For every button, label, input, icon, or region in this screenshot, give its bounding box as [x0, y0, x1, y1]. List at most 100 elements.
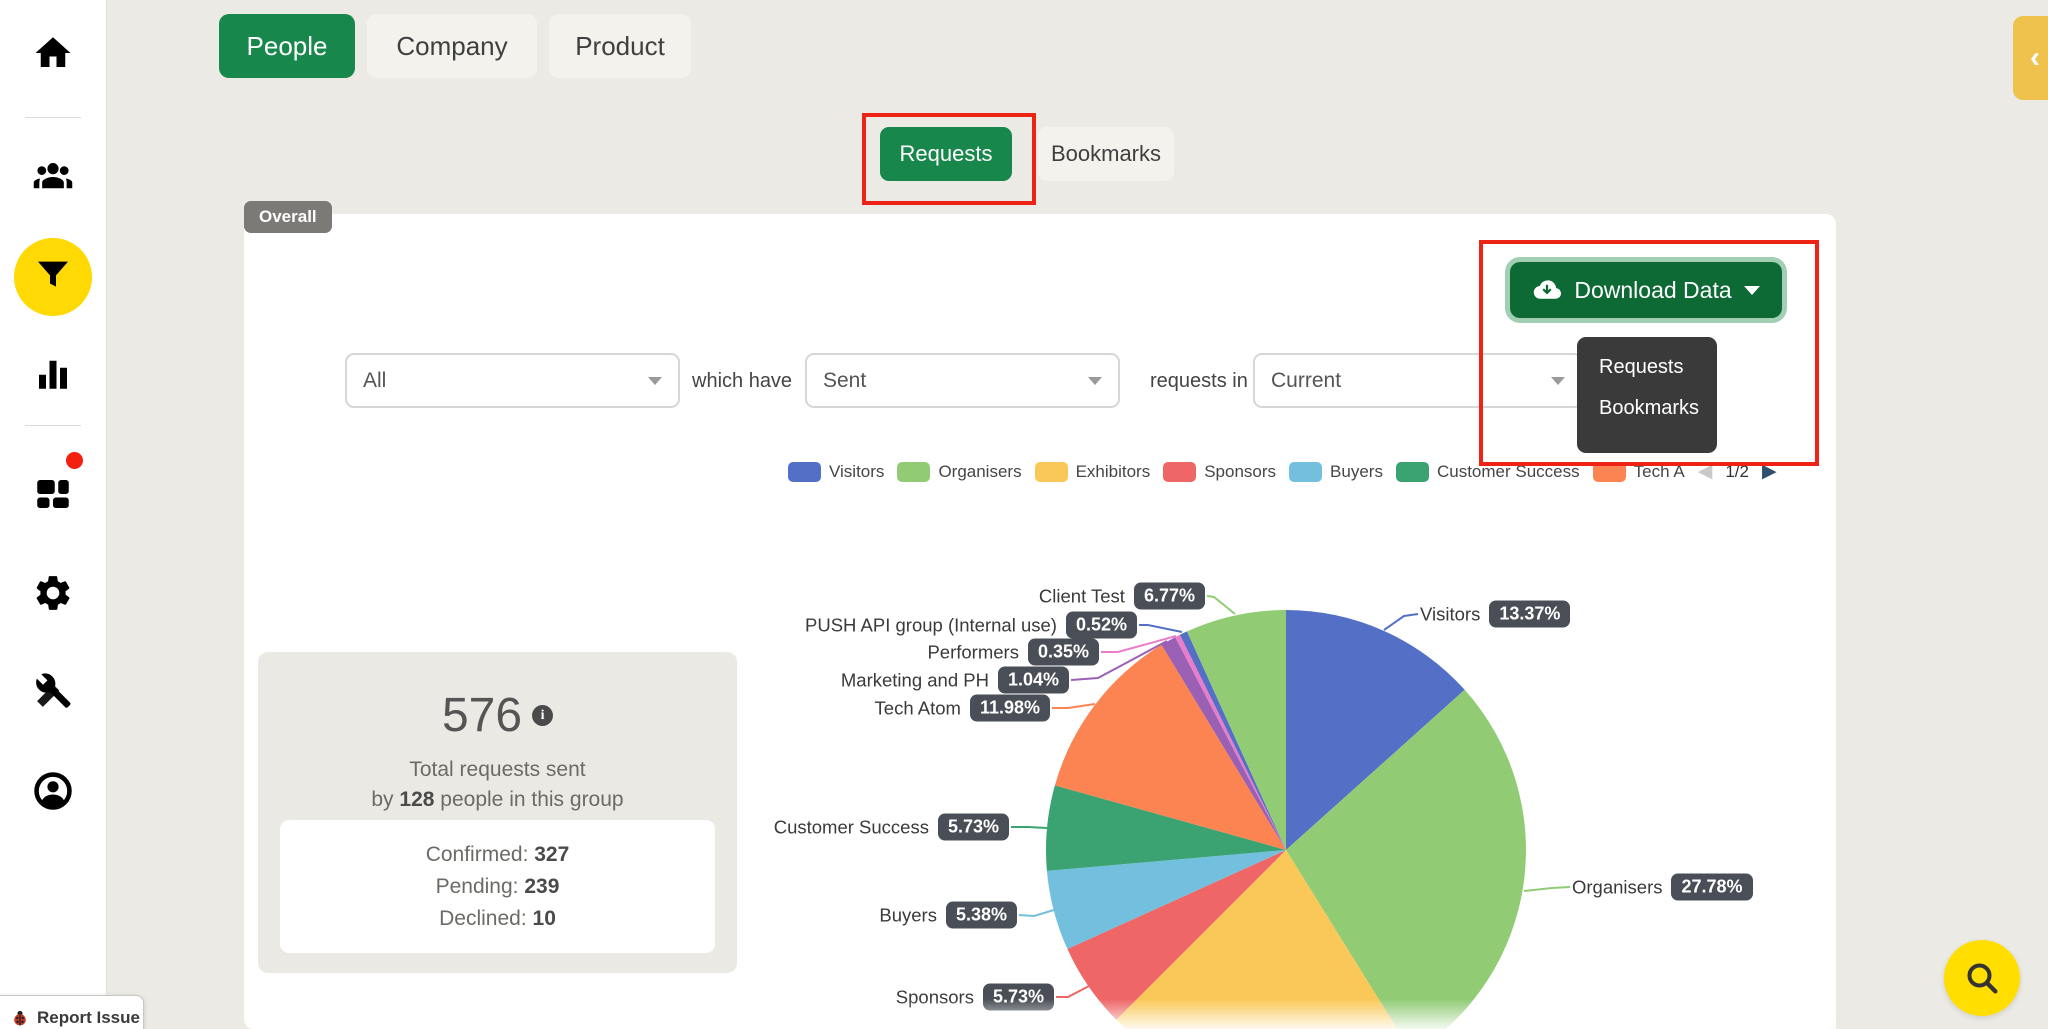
legend-swatch-icon: [1395, 461, 1429, 482]
legend-item[interactable]: Organisers: [897, 461, 1022, 482]
notification-dot: [66, 452, 83, 469]
report-issue-button[interactable]: Report Issue: [0, 995, 144, 1029]
legend-item[interactable]: Buyers: [1289, 461, 1383, 482]
pie-slice-visitors[interactable]: [1286, 610, 1465, 850]
pie-label-value-badge: 5.73%: [937, 813, 1009, 841]
pie-slice-tech-atom[interactable]: [1054, 644, 1286, 850]
pie-label-name: Tech Atom: [874, 697, 961, 718]
bar-chart-icon: [32, 352, 74, 399]
pie-slice-marketing-and-ph[interactable]: [1161, 637, 1287, 850]
group-filter-value: All: [363, 368, 387, 392]
download-data-label: Download Data: [1574, 276, 1732, 303]
info-icon[interactable]: i: [532, 705, 554, 726]
people-group-icon: [32, 155, 74, 202]
pie-label-name: Marketing and PH: [840, 669, 989, 690]
sidebar-item-account[interactable]: [30, 770, 76, 816]
chart-legend: Visitors Organisers Exhibitors Sponsors Buye…: [788, 460, 1777, 483]
pie-label: Tech Atom 11.98%: [874, 694, 1050, 722]
legend-item[interactable]: Sponsors: [1163, 461, 1277, 482]
pie-label: Organisers 27.78%: [1572, 873, 1753, 901]
pie-label: Marketing and PH 1.04%: [840, 666, 1069, 694]
legend-swatch-icon: [788, 461, 821, 482]
period-filter-select[interactable]: Current: [1253, 353, 1583, 408]
pie-label: Customer Success 5.73%: [774, 813, 1009, 841]
stats-subtitle: Total requests sent: [409, 758, 586, 781]
pie-label-value-badge: 5.38%: [945, 901, 1017, 929]
pie-slice-push-api-group-internal-use-[interactable]: [1179, 631, 1286, 850]
download-data-button[interactable]: Download Data: [1510, 262, 1782, 318]
sidebar-item-filter-active[interactable]: [14, 238, 92, 316]
pie-slice-customer-success[interactable]: [1046, 785, 1286, 871]
pie-slice-organisers[interactable]: [1286, 689, 1526, 1029]
legend-label: Customer Success: [1436, 461, 1580, 481]
menu-item-bookmarks[interactable]: Bookmarks: [1599, 397, 1700, 419]
pie-label-name: Visitors: [1420, 603, 1481, 624]
legend-prev-arrow-icon[interactable]: ◀: [1697, 461, 1713, 482]
collapse-panel-tab[interactable]: ‹: [2013, 16, 2048, 100]
sidebar-item-dashboard[interactable]: [30, 473, 76, 519]
tab-product[interactable]: Product: [549, 14, 691, 78]
pie-slice-exhibitors[interactable]: [1116, 850, 1412, 1029]
download-menu: Requests Bookmarks: [1577, 337, 1717, 453]
confirmed-row: Confirmed: 327: [425, 842, 570, 866]
tools-icon: [32, 670, 74, 717]
select-caret-icon: [648, 376, 662, 385]
sidebar-item-settings[interactable]: [30, 572, 76, 618]
pie-label: Sponsors 5.73%: [895, 983, 1054, 1011]
filter-connector-2: requests in: [1150, 370, 1248, 392]
tab-bookmarks[interactable]: Bookmarks: [1038, 127, 1174, 181]
pie-label-name: Buyers: [879, 904, 937, 925]
search-icon: [1962, 958, 2002, 998]
bug-icon: [11, 1009, 29, 1027]
people-count: 128: [399, 788, 435, 812]
pending-row: Pending: 239: [435, 874, 560, 898]
pie-label: Performers 0.35%: [927, 638, 1099, 666]
pie-label-value-badge: 6.77%: [1133, 582, 1205, 610]
tab-company[interactable]: Company: [367, 14, 537, 78]
stats-breakdown: Confirmed: 327 Pending: 239 Declined: 10: [280, 820, 715, 953]
chevron-down-icon: [1743, 285, 1760, 295]
cloud-download-icon: [1532, 278, 1562, 302]
pie-label-value-badge: 1.04%: [997, 666, 1069, 694]
legend-item[interactable]: Tech A: [1592, 461, 1685, 482]
direction-filter-value: Sent: [823, 368, 867, 392]
account-icon: [32, 770, 74, 817]
sidebar-item-analytics[interactable]: [30, 352, 76, 398]
pie-slice-sponsors[interactable]: [1067, 850, 1286, 1020]
tab-people[interactable]: People: [219, 14, 355, 78]
sidebar-divider: [25, 425, 81, 426]
pie-label-value-badge: 11.98%: [969, 694, 1050, 722]
sidebar-item-people[interactable]: [30, 155, 76, 201]
sidebar: [0, 0, 107, 1029]
total-requests-value: 576: [441, 689, 523, 742]
pie-label: PUSH API group (Internal use) 0.52%: [805, 611, 1137, 639]
pie-label-name: Organisers: [1572, 876, 1663, 897]
pie-label-value-badge: 27.78%: [1671, 873, 1753, 901]
tab-requests[interactable]: Requests: [880, 127, 1012, 181]
pie-slice-performers[interactable]: [1175, 634, 1286, 850]
sidebar-divider: [25, 117, 81, 118]
legend-next-arrow-icon[interactable]: ▶: [1761, 461, 1777, 482]
group-filter-select[interactable]: All: [345, 353, 680, 408]
home-icon: [32, 32, 74, 79]
legend-label: Tech A: [1633, 461, 1685, 481]
pie-label: Client Test 6.77%: [1038, 582, 1205, 610]
sidebar-item-home[interactable]: [30, 32, 76, 78]
pie-slice-buyers[interactable]: [1046, 850, 1286, 949]
pie-label-name: Client Test: [1038, 585, 1125, 606]
legend-item[interactable]: Visitors: [788, 461, 884, 482]
legend-label: Buyers: [1330, 461, 1383, 481]
legend-label: Sponsors: [1204, 461, 1277, 481]
pie-label-name: Sponsors: [895, 986, 974, 1007]
pie-slice-client-test[interactable]: [1187, 610, 1286, 850]
legend-item[interactable]: Exhibitors: [1034, 461, 1150, 482]
legend-item[interactable]: Customer Success: [1395, 461, 1580, 482]
menu-item-requests[interactable]: Requests: [1599, 356, 1684, 378]
search-fab-button[interactable]: [1944, 940, 2020, 1016]
direction-filter-select[interactable]: Sent: [805, 353, 1120, 408]
legend-swatch-icon: [897, 461, 931, 482]
legend-swatch-icon: [1034, 461, 1068, 482]
declined-row: Declined: 10: [439, 906, 556, 930]
sidebar-item-tools[interactable]: [30, 670, 76, 716]
